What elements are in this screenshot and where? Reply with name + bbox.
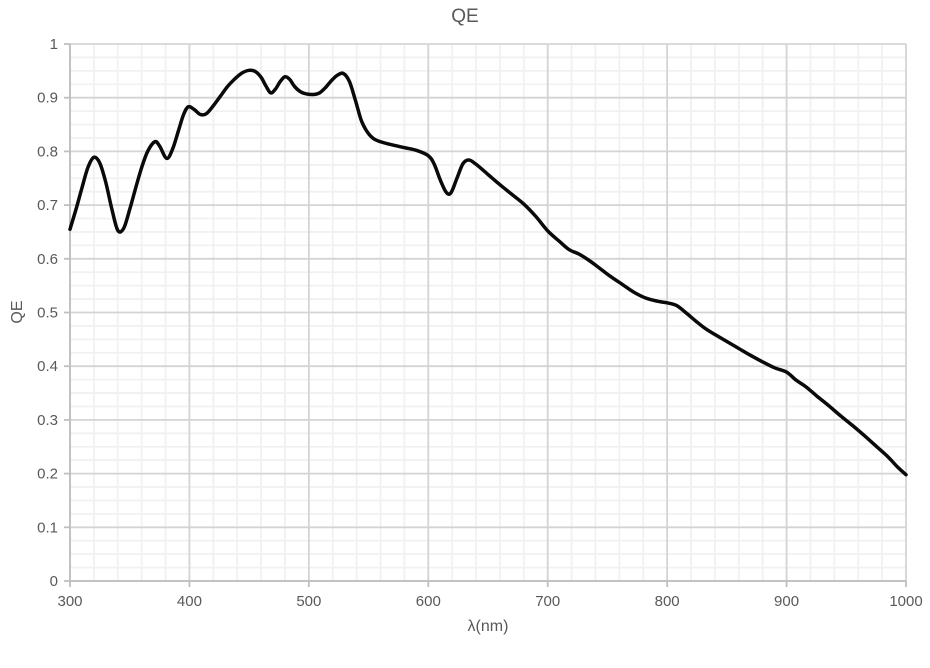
x-tick-label: 1000	[889, 593, 922, 610]
x-tick-label: 800	[655, 593, 680, 610]
x-tick-label: 500	[296, 593, 321, 610]
x-tick-label: 300	[57, 593, 82, 610]
y-tick-label: 0.4	[37, 358, 58, 375]
y-tick-label: 0.2	[37, 466, 58, 483]
x-axis-title: λ(nm)	[467, 618, 509, 635]
y-tick-label: 0.9	[37, 90, 58, 107]
y-tick-label: 0.5	[37, 305, 58, 322]
x-tick-label: 400	[177, 593, 202, 610]
y-tick-label: 0.1	[37, 519, 58, 536]
y-tick-label: 0	[50, 573, 58, 590]
y-tick-label: 0.7	[37, 197, 58, 214]
y-axis-title: QE	[9, 300, 26, 324]
y-tick-label: 0.8	[37, 143, 58, 160]
x-tick-label: 900	[774, 593, 799, 610]
chart-title: QE	[451, 6, 479, 27]
x-tick-label: 700	[535, 593, 560, 610]
y-tick-label: 0.3	[37, 412, 58, 429]
y-tick-label: 1	[50, 36, 58, 53]
x-tick-label: 600	[416, 593, 441, 610]
y-tick-label: 0.6	[37, 251, 58, 268]
series-line-qe	[68, 68, 908, 477]
